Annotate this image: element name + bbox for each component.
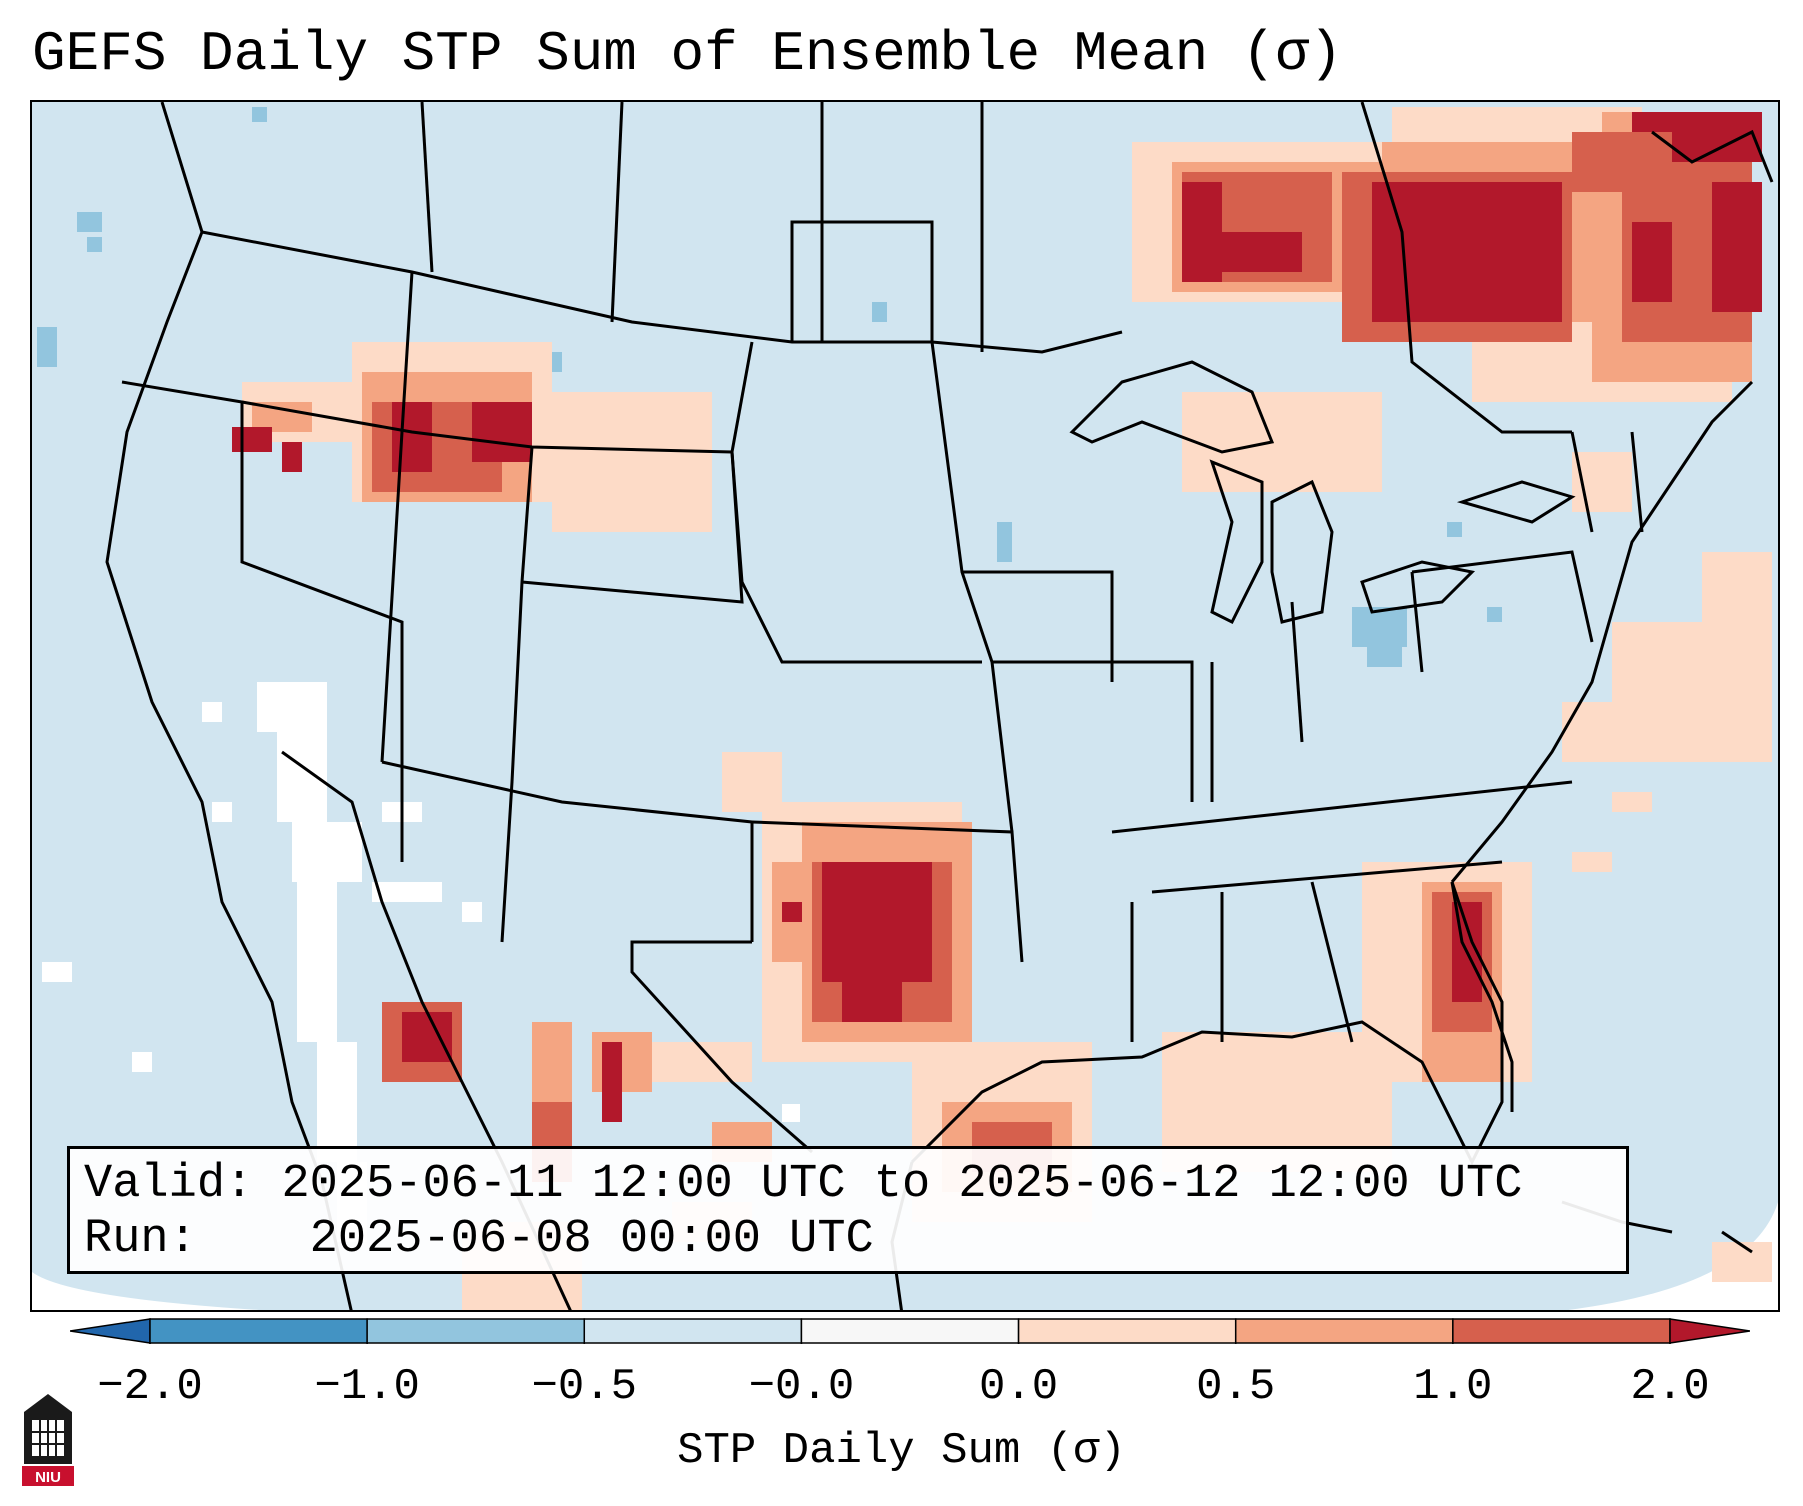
colorbar-tick-label: 0.0 — [978, 1362, 1059, 1412]
valid-label: Valid: — [84, 1158, 254, 1211]
valid-line: Valid: 2025-06-11 12:00 UTC to 2025-06-1… — [84, 1157, 1612, 1212]
run-value: 2025-06-08 00:00 UTC — [309, 1213, 874, 1266]
colorbar-segment — [1017, 1318, 1237, 1344]
map-canvas — [32, 102, 1778, 1310]
colorbar-segment — [583, 1318, 803, 1344]
colorbar-segment — [366, 1318, 586, 1344]
colorbar-tick-label: 0.5 — [1196, 1362, 1276, 1412]
valid-time-box: Valid: 2025-06-11 12:00 UTC to 2025-06-1… — [67, 1146, 1629, 1274]
colorbar-label: STP Daily Sum (σ) — [677, 1426, 1126, 1476]
map-panel — [30, 100, 1780, 1312]
colorbar-segment — [149, 1318, 368, 1344]
svg-text:NIU: NIU — [35, 1469, 61, 1486]
run-label: Run: — [84, 1213, 197, 1266]
valid-value: 2025-06-11 12:00 UTC to 2025-06-12 12:00… — [281, 1158, 1523, 1211]
map-title: GEFS Daily STP Sum of Ensemble Mean (σ) — [32, 22, 1343, 86]
colorbar-segment — [800, 1318, 1020, 1344]
colorbar-extend-max — [1669, 1318, 1750, 1344]
run-line: Run: 2025-06-08 00:00 UTC — [84, 1212, 1612, 1267]
colorbar-tick-label: −0.5 — [531, 1362, 638, 1412]
colorbar-tick-label: −0.0 — [748, 1362, 855, 1412]
positive-max-patches — [232, 112, 1762, 1122]
colorbar-segment — [1452, 1318, 1671, 1344]
colorbar-extend-min — [70, 1318, 151, 1344]
colorbar-tick-label: 1.0 — [1413, 1362, 1493, 1412]
colorbar — [70, 1318, 1750, 1344]
colorbar-segment — [1234, 1318, 1454, 1344]
colorbar-tick-label: −2.0 — [97, 1362, 203, 1412]
niu-logo: NIU — [22, 1394, 74, 1486]
colorbar-tick-label: 2.0 — [1630, 1362, 1710, 1412]
boundaries — [105, 102, 1774, 1310]
colorbar-tick-label: −1.0 — [314, 1362, 420, 1412]
